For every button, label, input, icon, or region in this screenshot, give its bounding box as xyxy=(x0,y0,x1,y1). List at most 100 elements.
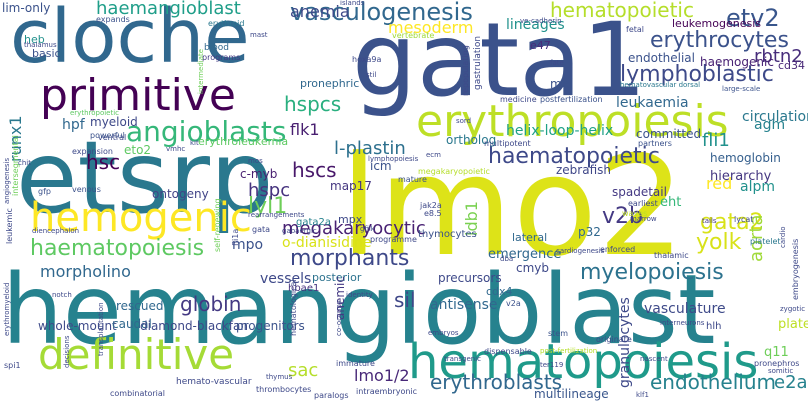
word-hemangioblast: hemangioblast xyxy=(2,254,716,366)
word-e8-5: e8.5 xyxy=(424,209,442,218)
word-combinatorial: combinatorial xyxy=(110,389,166,398)
word-islands: islands xyxy=(340,0,365,7)
word-lymphoblastic: lymphoblastic xyxy=(620,62,774,87)
word-v2a: v2a xyxy=(506,299,521,308)
word-gfp: gfp xyxy=(38,187,51,196)
word-lateral: lateral xyxy=(512,231,548,244)
word-hspc: hspc xyxy=(248,180,291,201)
word-hemogenic: hemogenic xyxy=(30,195,252,241)
word-diamond-blackfan: diamond-blackfan xyxy=(140,319,248,333)
word-mos: mos xyxy=(248,157,263,165)
word-post-fertilization: post-fertilization xyxy=(540,347,598,355)
word-jak2a: jak2a xyxy=(420,201,442,210)
word-rbtn2: rbtn2 xyxy=(754,46,803,67)
word-transplantation: transplantation xyxy=(97,302,105,356)
word-diencephalon: diencephalon xyxy=(32,227,80,235)
word-antisense: antisense xyxy=(430,297,498,313)
word-etv2: etv2 xyxy=(726,4,780,32)
word-gata2: gata2 xyxy=(700,210,764,235)
word-spi1: spi1 xyxy=(4,361,21,370)
word-lyl1: lyl1 xyxy=(248,194,288,219)
word-circulation: circulation xyxy=(742,109,808,125)
word-intermediate: intermediate xyxy=(197,48,205,94)
word-gabaergic: gabaergic xyxy=(282,227,317,235)
word-blood: blood xyxy=(204,43,229,53)
word-expansion: expansion xyxy=(72,147,113,156)
word-primitive: primitive xyxy=(40,70,236,121)
word-erythropoiesis: erythropoiesis xyxy=(416,96,729,147)
word-l-plastin: l-plastin xyxy=(334,138,406,159)
word-mature: mature xyxy=(398,175,427,184)
word-hoxa9a: hoxa9a xyxy=(352,55,382,64)
word-haemogenic: haemogenic xyxy=(700,55,774,69)
word-zebrafish: zebrafish xyxy=(556,163,612,177)
word-rescued: rescued xyxy=(116,299,164,313)
word-dispensable: dispensable xyxy=(484,347,532,356)
word-gfilk: gfilk xyxy=(360,225,375,233)
word-fate: fate xyxy=(550,59,564,67)
word-committed: committed xyxy=(636,127,702,141)
word-ter119: ter119 xyxy=(540,361,564,369)
word-immature: immature xyxy=(336,359,375,368)
word-hspcs: hspcs xyxy=(284,92,342,116)
word-cardiogenesis: cardiogenesis xyxy=(556,247,605,255)
word-paralogs: paralogs xyxy=(314,391,349,400)
word-map17: map17 xyxy=(330,179,372,193)
word-sil: sil xyxy=(394,288,416,312)
word-helix-loop-helix: helix-loop-helix xyxy=(506,123,614,139)
word-medicine: medicine xyxy=(500,95,537,104)
word-heb: heb xyxy=(24,33,45,46)
word-spadetail: spadetail xyxy=(612,185,667,199)
word-tails: tails xyxy=(702,217,717,225)
word-programs: programs xyxy=(202,53,241,62)
word-globin: globin xyxy=(180,292,242,316)
word-angioblasts: angioblasts xyxy=(126,115,287,148)
word-cd34: cd34 xyxy=(778,59,806,72)
word-hbae1: hbae1 xyxy=(288,283,320,294)
word-erythromyeloid: erythromyeloid xyxy=(3,282,11,336)
word-erythroleukemia: erythroleukemia xyxy=(198,135,289,148)
word-platelet: platelet xyxy=(750,237,781,246)
word-ventral: ventral xyxy=(98,133,127,142)
word-vmhc: vmhc xyxy=(166,145,186,153)
word-lmo2: lmo2 xyxy=(340,126,685,287)
word-pronephric: pronephric xyxy=(300,77,360,90)
word-hierarchy: hierarchy xyxy=(710,169,772,184)
word-e47: e47 xyxy=(530,39,551,52)
word-multipotent: multipotent xyxy=(484,139,531,148)
word-anemia: anemia xyxy=(290,2,350,21)
word-fli1: fli1 xyxy=(702,130,730,151)
word-chit: chit xyxy=(18,159,31,167)
word-multilineage: multilineage xyxy=(534,387,609,401)
word-programme: programme xyxy=(370,235,417,244)
word-stil: stil xyxy=(366,71,377,79)
word-morphants: morphants xyxy=(290,246,410,271)
word-rearrangements: rearrangements xyxy=(248,211,305,219)
word-hsc: hsc xyxy=(86,150,121,174)
word-eto2: eto2 xyxy=(124,143,152,157)
word-eht: eht xyxy=(660,195,682,210)
word-endothelium: endothelium xyxy=(650,370,777,394)
word-hpf: hpf xyxy=(62,117,85,133)
word-hemoglobin: hemoglobin xyxy=(710,151,781,165)
word-myelopoiesis: myelopoiesis xyxy=(580,260,724,285)
word-agm: agm xyxy=(754,117,786,133)
word-embryogenesis: embryogenesis xyxy=(791,238,800,300)
word-mpo: mpo xyxy=(232,237,264,253)
word-mel: mel xyxy=(550,77,573,91)
word-o-dianisidine: o-dianisidine xyxy=(282,235,372,251)
word-cmyb: cmyb xyxy=(516,261,550,275)
word-p32: p32 xyxy=(578,225,601,239)
word-haematopoietic: haematopoietic xyxy=(488,144,660,169)
word-hematopoiesis: hematopoiesis xyxy=(408,334,759,390)
word-identity: identity xyxy=(346,291,373,299)
word-somitic: somitic xyxy=(768,367,794,375)
word-erythrocytes: erythrocytes xyxy=(650,28,789,53)
word-emergence: emergence xyxy=(488,247,562,262)
word-leukemogenesis: leukemogenesis xyxy=(672,17,761,30)
word-thymus: thymus xyxy=(266,373,293,381)
word-erythroblasts: erythroblasts xyxy=(430,370,563,394)
word-c-myb: c-myb xyxy=(240,167,278,181)
word-fli1a: fli1a xyxy=(231,228,240,246)
